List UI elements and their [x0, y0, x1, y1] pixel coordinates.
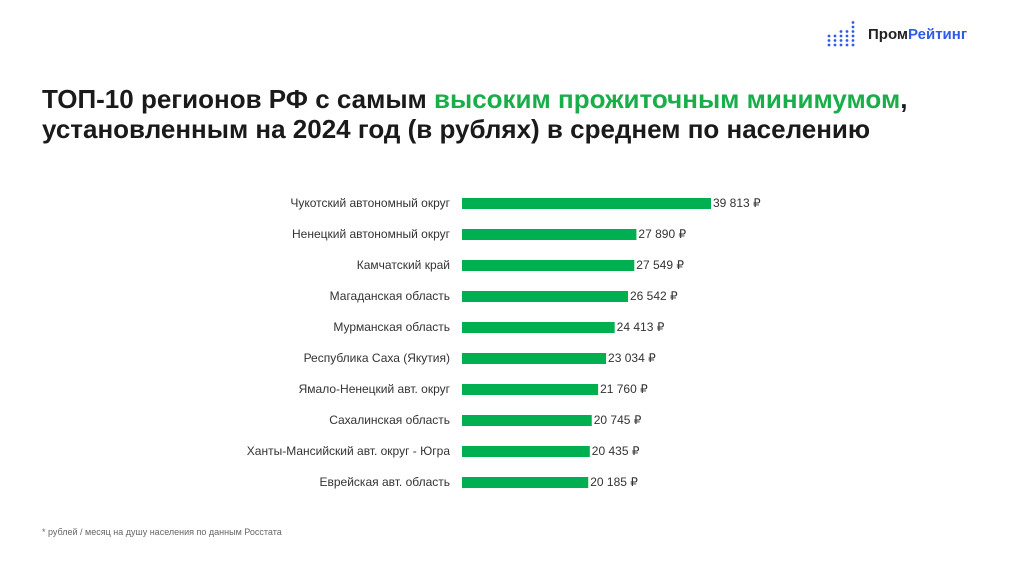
bar — [462, 446, 590, 457]
bar — [462, 229, 637, 240]
category-label: Мурманская область — [333, 320, 450, 334]
logo: ПромРейтинг — [826, 20, 967, 48]
value-label: 27 890 ₽ — [638, 227, 686, 241]
bar — [462, 384, 599, 395]
page-title: ТОП-10 регионов РФ с самым высоким прожи… — [42, 84, 908, 144]
bar — [462, 477, 589, 488]
bar — [462, 322, 615, 333]
value-label: 21 760 ₽ — [600, 382, 648, 396]
category-label: Республика Саха (Якутия) — [304, 351, 450, 365]
category-label: Еврейская авт. область — [320, 475, 451, 489]
footnote: * рублей / месяц на душу населения по да… — [42, 527, 282, 537]
category-label: Ханты-Мансийский авт. округ - Югра — [247, 444, 451, 458]
value-label: 20 745 ₽ — [594, 413, 642, 427]
value-label: 39 813 ₽ — [713, 196, 761, 210]
category-label: Ненецкий автономный округ — [292, 227, 451, 241]
value-label: 26 542 ₽ — [630, 289, 678, 303]
bar — [462, 353, 607, 364]
logo-text: ПромРейтинг — [868, 25, 968, 43]
category-label: Сахалинская область — [329, 413, 450, 427]
category-label: Чукотский автономный округ — [290, 196, 450, 210]
value-label: 23 034 ₽ — [608, 351, 656, 365]
category-label: Магаданская область — [330, 289, 450, 303]
value-label: 24 413 ₽ — [617, 320, 665, 334]
bar — [462, 260, 635, 271]
bar — [462, 198, 711, 209]
category-label: Ямало-Ненецкий авт. округ — [299, 382, 451, 396]
category-label: Камчатский край — [357, 258, 450, 272]
bar — [462, 291, 628, 302]
value-label: 20 185 ₽ — [590, 475, 638, 489]
value-label: 20 435 ₽ — [592, 444, 640, 458]
logo-dots-icon — [827, 21, 855, 47]
bar — [462, 415, 592, 426]
bar-chart: Чукотский автономный округ 39 813 ₽ Ненецк… — [247, 196, 761, 489]
value-label: 27 549 ₽ — [636, 258, 684, 272]
